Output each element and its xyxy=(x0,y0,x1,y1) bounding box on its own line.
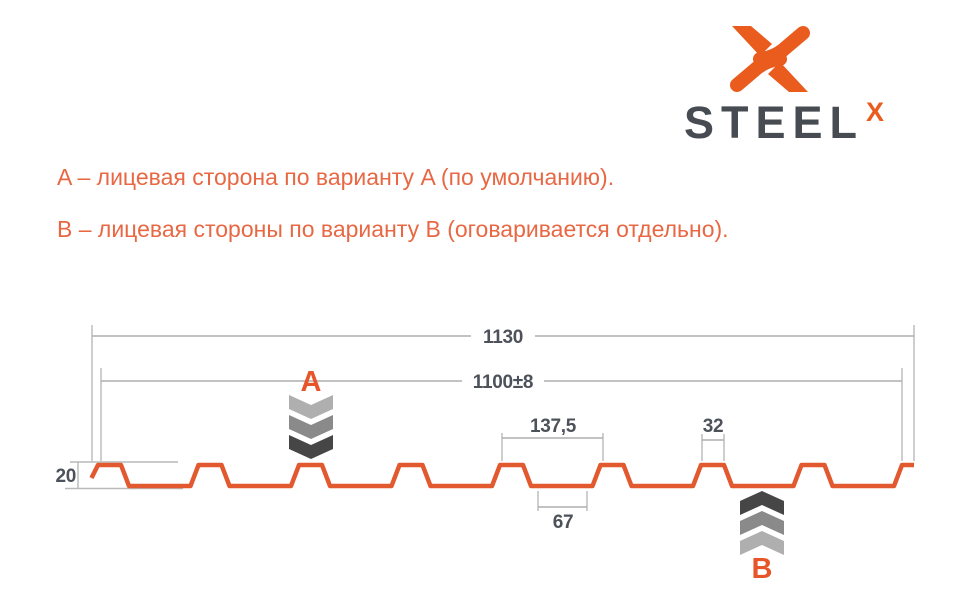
note-variant-a: A – лицевая сторона по варианту A (по ум… xyxy=(57,164,615,190)
marker-a-label: A xyxy=(301,366,322,398)
marker-b-label: B xyxy=(752,553,773,585)
chevron-a-2-icon xyxy=(289,415,333,439)
brand-name: STEEL xyxy=(684,97,865,148)
profile-outline xyxy=(89,462,914,489)
chevron-b-1-icon xyxy=(740,491,784,515)
brand-logo: STEEL X xyxy=(684,97,885,148)
x-icon-top-left-bar xyxy=(732,26,772,56)
dim-height-label: 20 xyxy=(55,466,76,487)
dim-working-label: 1100±8 xyxy=(473,372,533,393)
dim-total-label: 1130 xyxy=(483,327,523,348)
dim-valley-label: 67 xyxy=(553,512,574,533)
chevron-b-3-icon xyxy=(740,531,784,555)
x-icon-bottom-left-hook xyxy=(730,52,787,92)
dim-pitch-label: 137,5 xyxy=(530,416,577,437)
profile-diagram: 20 1130 1100±8 137,5 32 67 A xyxy=(55,325,915,585)
x-icon-bottom-right-bar xyxy=(768,62,808,92)
chevron-a-3-icon xyxy=(289,435,333,459)
chevron-b-2-icon xyxy=(740,511,784,535)
brand-x-icon xyxy=(730,26,810,92)
note-variant-b: B – лицевая стороны по варианту B (огова… xyxy=(57,216,729,242)
chevron-a-1-icon xyxy=(289,395,333,419)
brand-sup-x: X xyxy=(866,97,885,127)
dim-ribtop-label: 32 xyxy=(703,416,724,437)
